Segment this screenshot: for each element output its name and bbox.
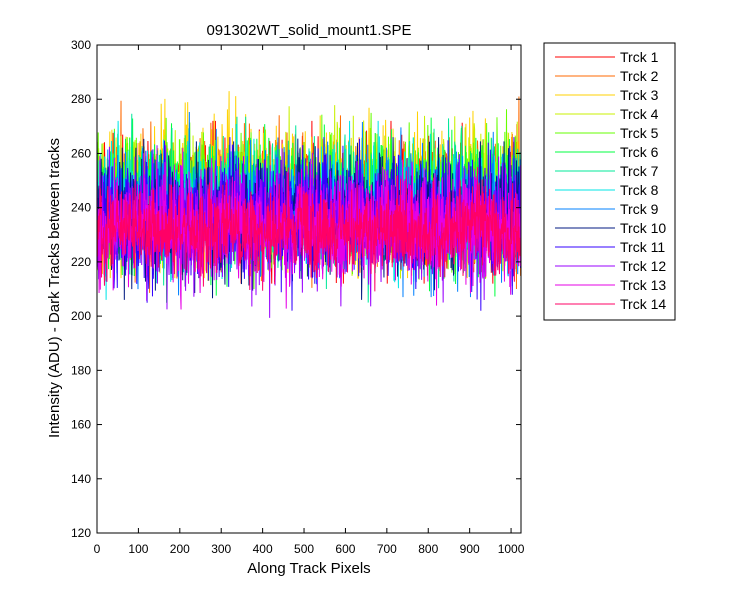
y-tick-label: 260 [71, 146, 91, 160]
legend-label-5: Trck 5 [620, 125, 659, 141]
y-tick-label: 300 [71, 38, 91, 52]
plot-frame [96, 44, 522, 534]
y-tick-label: 180 [71, 363, 91, 377]
legend-label-6: Trck 6 [620, 144, 659, 160]
x-axis-label: Along Track Pixels [247, 560, 370, 577]
x-tick-label: 500 [294, 542, 314, 556]
y-tick-label: 200 [71, 309, 91, 323]
x-tick-label: 900 [460, 542, 480, 556]
legend-label-12: Trck 12 [620, 258, 666, 274]
y-axis-label: Intensity (ADU) - Dark Tracks between tr… [46, 138, 63, 438]
axes: 0 100 200 300 400 500 600 700 800 900 1000 120 140 16… [71, 38, 525, 556]
legend-label-9: Trck 9 [620, 201, 659, 217]
plot-area [97, 45, 521, 533]
legend-box [543, 42, 676, 321]
legend-label-1: Trck 1 [620, 49, 659, 65]
legend-label-14: Trck 14 [620, 296, 666, 312]
y-tick-label: 160 [71, 418, 91, 432]
series-line-14 [96, 166, 522, 292]
legend: Trck 1 Trck 2 Trck 3 Trck 4 Trck 5 Trck 6 Trck… [543, 42, 676, 321]
legend-label-13: Trck 13 [620, 277, 666, 293]
legend-label-4: Trck 4 [620, 106, 659, 122]
plot-background [97, 45, 521, 533]
x-tick-label: 600 [335, 542, 355, 556]
x-tick-label: 700 [377, 542, 397, 556]
chart-title: 091302WT_solid_mount1.SPE [206, 22, 411, 39]
x-tick-label: 400 [253, 542, 273, 556]
x-tick-label: 0 [94, 542, 101, 556]
x-tick-label: 300 [211, 542, 231, 556]
x-tick-label: 200 [170, 542, 190, 556]
legend-label-3: Trck 3 [620, 87, 659, 103]
legend-label-7: Trck 7 [620, 163, 659, 179]
legend-label-10: Trck 10 [620, 220, 666, 236]
x-tick-label: 800 [418, 542, 438, 556]
y-tick-label: 220 [71, 255, 91, 269]
x-tick-label: 100 [128, 542, 148, 556]
y-tick-label: 280 [71, 92, 91, 106]
y-tick-label: 240 [71, 201, 91, 215]
legend-label-11: Trck 11 [620, 239, 665, 255]
x-tick-label: 1000 [498, 542, 525, 556]
legend-label-8: Trck 8 [620, 182, 659, 198]
legend-label-2: Trck 2 [620, 68, 659, 84]
y-tick-label: 120 [71, 526, 91, 540]
series-lines [96, 91, 522, 318]
y-tick-label: 140 [71, 472, 91, 486]
